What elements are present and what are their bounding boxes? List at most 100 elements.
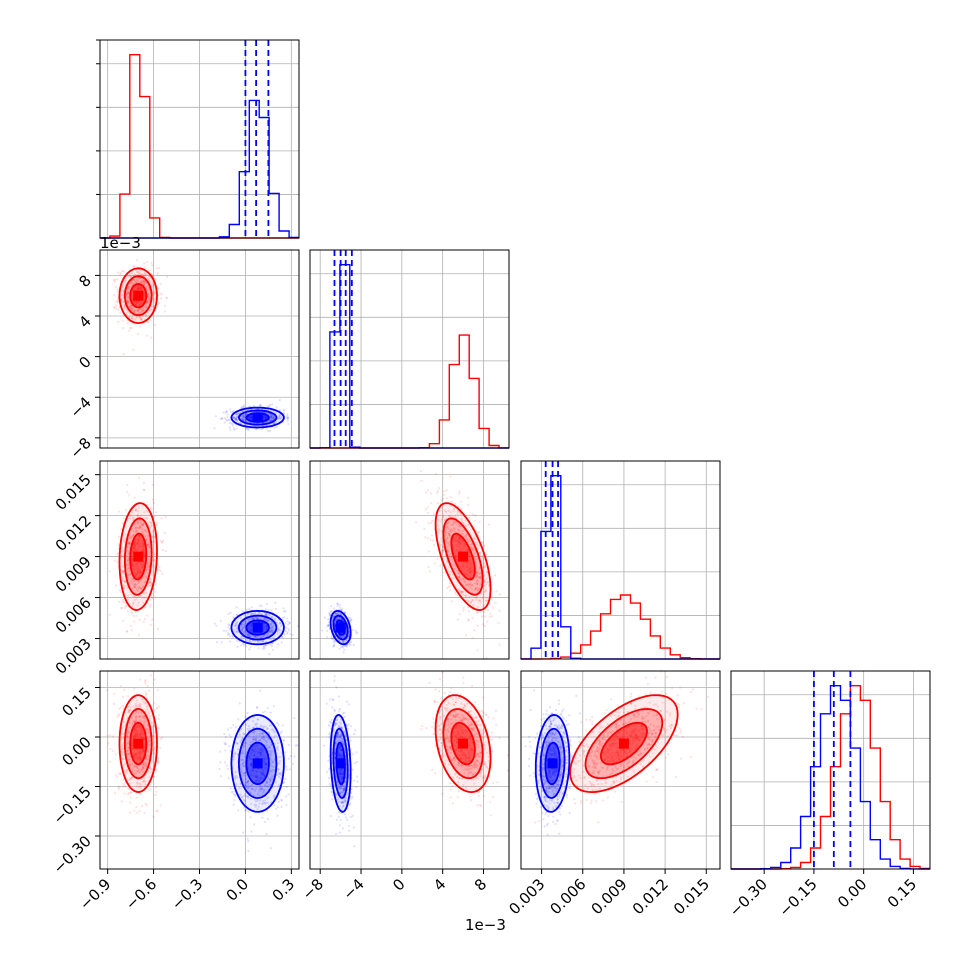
red-sample-point (479, 577, 482, 580)
blue-sample-point (288, 622, 291, 625)
blue-sample-point (343, 611, 346, 614)
red-sample-point (132, 516, 135, 519)
blue-sample-point (336, 612, 339, 616)
red-sample-point (451, 573, 455, 576)
red-sample-point (457, 575, 460, 578)
red-sample-point (145, 762, 149, 766)
blue-sample-point (241, 418, 245, 421)
red-sample-point (148, 775, 151, 778)
red-sample-point (145, 303, 148, 307)
blue-sample-point (269, 623, 272, 626)
red-sample-point (139, 704, 142, 707)
red-sample-point (146, 728, 149, 731)
red-sample-point (448, 532, 451, 536)
blue-sample-point (269, 414, 273, 417)
red-sample-point (125, 293, 128, 296)
red-sample-point (165, 297, 168, 300)
red-sample-point (484, 588, 487, 591)
red-sample-point (132, 530, 136, 533)
red-sample-point (464, 581, 467, 584)
red-sample-point (142, 596, 145, 599)
blue-sample-point (271, 624, 274, 627)
blue-sample-point (344, 633, 347, 636)
blue-sample-point (269, 415, 273, 418)
red-sample-point (132, 306, 135, 309)
red-sample-point (460, 521, 463, 524)
red-sample-point (149, 550, 152, 553)
red-sample-point (480, 576, 483, 579)
red-sample-point (447, 509, 450, 512)
red-sample-point (132, 534, 135, 537)
red-sample-point (486, 620, 489, 623)
red-sample-point (148, 295, 151, 298)
red-sample-point (135, 765, 138, 768)
red-sample-point (138, 703, 141, 706)
red-sample-point (127, 735, 131, 738)
red-sample-point (146, 517, 149, 520)
red-sample-point (151, 530, 154, 533)
red-sample-point (150, 282, 153, 285)
blue-sample-point (277, 627, 280, 630)
red-sample-point (473, 548, 476, 551)
red-sample-point (444, 532, 447, 535)
red-sample-point (151, 483, 154, 486)
red-sample-point (126, 300, 129, 303)
red-sample-point (458, 511, 461, 514)
red-sample-point (141, 531, 144, 534)
red-sample-point (127, 746, 130, 749)
red-sample-point (470, 588, 473, 591)
blue-sample-point (231, 422, 234, 426)
red-sample-point (145, 727, 149, 730)
blue-sample-point (232, 410, 235, 413)
red-sample-point (473, 588, 476, 591)
red-sample-point (487, 609, 490, 612)
red-sample-point (144, 764, 147, 767)
red-sample-point (468, 516, 471, 519)
blue-sample-point (280, 417, 283, 420)
red-sample-point (142, 481, 146, 485)
blue-sample-point (234, 623, 238, 626)
red-sample-point (132, 348, 135, 351)
red-sample-point (157, 760, 160, 763)
blue-sample-point (286, 413, 289, 416)
red-sample-point (476, 570, 479, 573)
red-sample-point (125, 563, 128, 566)
red-sample-point (458, 572, 461, 575)
red-sample-point (443, 494, 446, 497)
blue-sample-point (275, 406, 278, 409)
red-sample-point (467, 496, 470, 499)
blue-sample-point (338, 634, 341, 638)
blue-sample-point (355, 631, 358, 634)
red-sample-point (133, 809, 136, 812)
red-sample-point (447, 565, 450, 568)
blue-sample-point (250, 616, 253, 620)
red-sample-point (129, 791, 133, 794)
red-sample-point (143, 283, 146, 286)
red-sample-point (120, 737, 123, 740)
blue-sample-point (226, 419, 229, 422)
blue-sample-point (352, 644, 355, 647)
red-sample-point (137, 308, 140, 311)
red-sample-point (139, 714, 142, 718)
red-sample-point (122, 584, 125, 587)
blue-sample-point (335, 618, 338, 621)
blue-sample-point (219, 619, 222, 622)
red-sample-point (138, 586, 142, 589)
red-sample-point (483, 574, 486, 577)
red-sample-point (458, 588, 461, 591)
red-sample-point (126, 753, 129, 757)
blue-sample-point (247, 633, 250, 636)
red-sample-point (448, 514, 451, 518)
red-sample-point (149, 603, 152, 606)
red-sample-point (145, 301, 148, 304)
red-sample-point (137, 514, 140, 517)
red-sample-point (147, 736, 150, 740)
blue-sample-point (261, 647, 264, 651)
red-sample-point (139, 526, 142, 529)
red-sample-point (135, 805, 138, 809)
red-sample-point (121, 569, 125, 572)
red-sample-point (438, 529, 441, 532)
red-sample-point (122, 600, 125, 603)
red-sample-point (483, 591, 486, 594)
red-sample-point (114, 559, 117, 562)
